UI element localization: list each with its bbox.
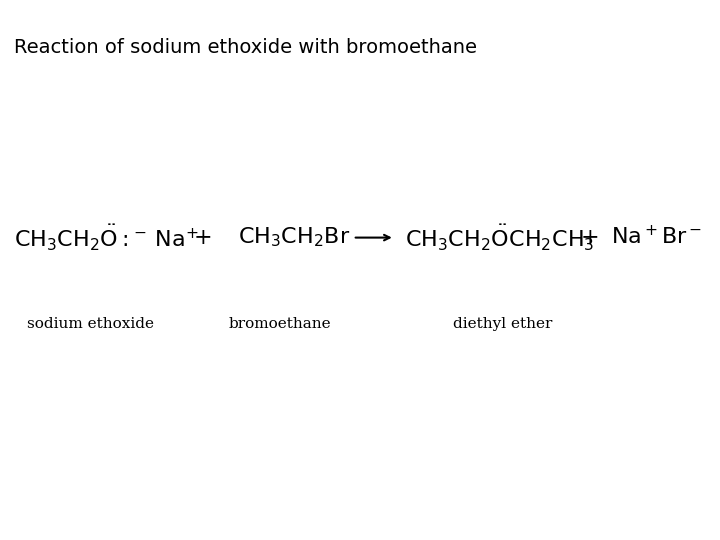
Text: Reaction of sodium ethoxide with bromoethane: Reaction of sodium ethoxide with bromoet…: [14, 38, 477, 57]
Text: +: +: [193, 227, 212, 248]
Text: $\mathrm{CH_3CH_2\ddot{O}CH_2CH_3}$: $\mathrm{CH_3CH_2\ddot{O}CH_2CH_3}$: [405, 222, 595, 253]
Text: bromoethane: bromoethane: [228, 317, 330, 331]
Text: diethyl ether: diethyl ether: [454, 317, 553, 331]
Text: $\mathrm{CH_3CH_2Br}$: $\mathrm{CH_3CH_2Br}$: [238, 226, 350, 249]
Text: $\mathrm{Na^+Br^-}$: $\mathrm{Na^+Br^-}$: [611, 226, 703, 249]
Text: $\mathrm{CH_3CH_2\ddot{O}:^{-}\ Na^{+}}$: $\mathrm{CH_3CH_2\ddot{O}:^{-}\ Na^{+}}$: [14, 222, 199, 253]
Text: sodium ethoxide: sodium ethoxide: [27, 317, 154, 331]
Text: +: +: [581, 227, 600, 248]
